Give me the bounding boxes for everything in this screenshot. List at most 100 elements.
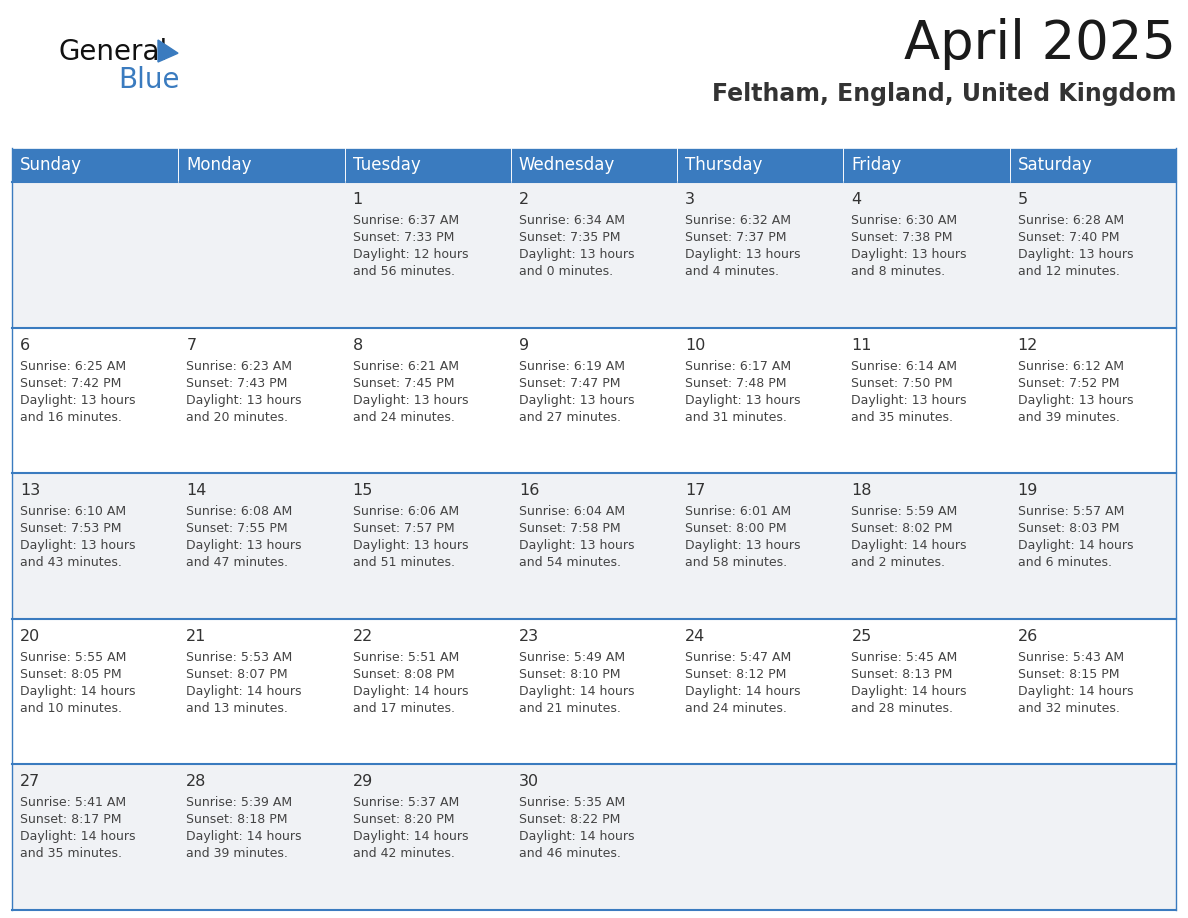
Bar [843, 328, 1010, 473]
Text: 9: 9 [519, 338, 529, 353]
Text: and 56 minutes.: and 56 minutes. [353, 265, 455, 278]
Polygon shape [158, 40, 178, 62]
Bar [345, 765, 511, 910]
Bar [345, 328, 511, 473]
Bar [1010, 473, 1176, 619]
Text: Daylight: 13 hours: Daylight: 13 hours [187, 539, 302, 553]
Bar [12, 473, 178, 619]
Text: Thursday: Thursday [685, 156, 763, 174]
Text: and 35 minutes.: and 35 minutes. [20, 847, 122, 860]
Text: Feltham, England, United Kingdom: Feltham, England, United Kingdom [712, 82, 1176, 106]
Text: Daylight: 13 hours: Daylight: 13 hours [1018, 248, 1133, 261]
Text: Sunrise: 6:12 AM: Sunrise: 6:12 AM [1018, 360, 1124, 373]
Text: Sunset: 8:03 PM: Sunset: 8:03 PM [1018, 522, 1119, 535]
Text: Sunset: 8:07 PM: Sunset: 8:07 PM [187, 667, 287, 681]
Text: Sunset: 7:55 PM: Sunset: 7:55 PM [187, 522, 287, 535]
Text: Daylight: 13 hours: Daylight: 13 hours [1018, 394, 1133, 407]
Text: Sunrise: 6:25 AM: Sunrise: 6:25 AM [20, 360, 126, 373]
Text: Daylight: 14 hours: Daylight: 14 hours [852, 685, 967, 698]
Bar [12, 182, 178, 328]
Bar [178, 328, 345, 473]
Text: 23: 23 [519, 629, 539, 644]
Text: Daylight: 13 hours: Daylight: 13 hours [20, 539, 135, 553]
Text: Sunrise: 5:47 AM: Sunrise: 5:47 AM [685, 651, 791, 664]
Text: Daylight: 14 hours: Daylight: 14 hours [685, 685, 801, 698]
Text: Daylight: 14 hours: Daylight: 14 hours [852, 539, 967, 553]
Text: Sunset: 8:17 PM: Sunset: 8:17 PM [20, 813, 121, 826]
Bar [1010, 765, 1176, 910]
Bar [1010, 619, 1176, 765]
Text: 19: 19 [1018, 483, 1038, 498]
Text: and 20 minutes.: and 20 minutes. [187, 410, 289, 423]
Text: and 24 minutes.: and 24 minutes. [353, 410, 455, 423]
Text: and 32 minutes.: and 32 minutes. [1018, 701, 1119, 715]
Text: Sunrise: 6:06 AM: Sunrise: 6:06 AM [353, 505, 459, 518]
Text: 16: 16 [519, 483, 539, 498]
Text: Daylight: 13 hours: Daylight: 13 hours [519, 248, 634, 261]
Text: Sunset: 7:45 PM: Sunset: 7:45 PM [353, 376, 454, 389]
Bar [843, 619, 1010, 765]
Text: Sunrise: 5:37 AM: Sunrise: 5:37 AM [353, 797, 459, 810]
Text: Sunrise: 5:57 AM: Sunrise: 5:57 AM [1018, 505, 1124, 518]
Text: Sunset: 8:05 PM: Sunset: 8:05 PM [20, 667, 121, 681]
Text: Sunset: 8:02 PM: Sunset: 8:02 PM [852, 522, 953, 535]
Text: Sunrise: 6:28 AM: Sunrise: 6:28 AM [1018, 214, 1124, 227]
Text: Sunrise: 5:39 AM: Sunrise: 5:39 AM [187, 797, 292, 810]
Text: Sunset: 7:37 PM: Sunset: 7:37 PM [685, 231, 786, 244]
Text: April 2025: April 2025 [904, 18, 1176, 70]
Bar [511, 182, 677, 328]
Text: Sunset: 7:35 PM: Sunset: 7:35 PM [519, 231, 620, 244]
Text: and 39 minutes.: and 39 minutes. [187, 847, 289, 860]
Text: Sunrise: 6:10 AM: Sunrise: 6:10 AM [20, 505, 126, 518]
Text: Sunset: 7:58 PM: Sunset: 7:58 PM [519, 522, 620, 535]
Text: Sunset: 8:08 PM: Sunset: 8:08 PM [353, 667, 454, 681]
Text: 11: 11 [852, 338, 872, 353]
Text: and 17 minutes.: and 17 minutes. [353, 701, 455, 715]
Text: 26: 26 [1018, 629, 1038, 644]
Bar [511, 619, 677, 765]
Text: and 54 minutes.: and 54 minutes. [519, 556, 621, 569]
Text: 4: 4 [852, 192, 861, 207]
Text: Monday: Monday [187, 156, 252, 174]
Text: Daylight: 13 hours: Daylight: 13 hours [685, 248, 801, 261]
Text: Sunset: 7:57 PM: Sunset: 7:57 PM [353, 522, 454, 535]
Text: Saturday: Saturday [1018, 156, 1093, 174]
Text: Sunrise: 5:43 AM: Sunrise: 5:43 AM [1018, 651, 1124, 664]
Text: and 0 minutes.: and 0 minutes. [519, 265, 613, 278]
Text: Sunset: 7:50 PM: Sunset: 7:50 PM [852, 376, 953, 389]
Text: 21: 21 [187, 629, 207, 644]
Text: and 31 minutes.: and 31 minutes. [685, 410, 786, 423]
Text: 1: 1 [353, 192, 362, 207]
Text: Sunset: 8:20 PM: Sunset: 8:20 PM [353, 813, 454, 826]
Bar [677, 182, 843, 328]
Text: 28: 28 [187, 775, 207, 789]
Bar [511, 473, 677, 619]
Text: Sunrise: 6:01 AM: Sunrise: 6:01 AM [685, 505, 791, 518]
Text: and 51 minutes.: and 51 minutes. [353, 556, 455, 569]
Text: Sunrise: 5:51 AM: Sunrise: 5:51 AM [353, 651, 459, 664]
Text: Daylight: 14 hours: Daylight: 14 hours [187, 831, 302, 844]
Text: 5: 5 [1018, 192, 1028, 207]
Text: Daylight: 13 hours: Daylight: 13 hours [852, 248, 967, 261]
Text: Daylight: 13 hours: Daylight: 13 hours [353, 394, 468, 407]
Text: 29: 29 [353, 775, 373, 789]
Text: 8: 8 [353, 338, 362, 353]
Bar [511, 328, 677, 473]
Text: Sunrise: 6:23 AM: Sunrise: 6:23 AM [187, 360, 292, 373]
Text: Sunrise: 5:55 AM: Sunrise: 5:55 AM [20, 651, 126, 664]
Text: and 2 minutes.: and 2 minutes. [852, 556, 946, 569]
Bar [178, 473, 345, 619]
Text: and 39 minutes.: and 39 minutes. [1018, 410, 1119, 423]
Text: Sunset: 7:43 PM: Sunset: 7:43 PM [187, 376, 287, 389]
Bar [178, 765, 345, 910]
Bar [1010, 328, 1176, 473]
Text: 15: 15 [353, 483, 373, 498]
Text: Blue: Blue [118, 66, 179, 94]
Bar [345, 182, 511, 328]
Bar [677, 148, 843, 182]
Text: and 12 minutes.: and 12 minutes. [1018, 265, 1119, 278]
Text: Sunset: 8:12 PM: Sunset: 8:12 PM [685, 667, 786, 681]
Text: Daylight: 14 hours: Daylight: 14 hours [519, 685, 634, 698]
Text: and 21 minutes.: and 21 minutes. [519, 701, 621, 715]
Text: Sunset: 7:38 PM: Sunset: 7:38 PM [852, 231, 953, 244]
